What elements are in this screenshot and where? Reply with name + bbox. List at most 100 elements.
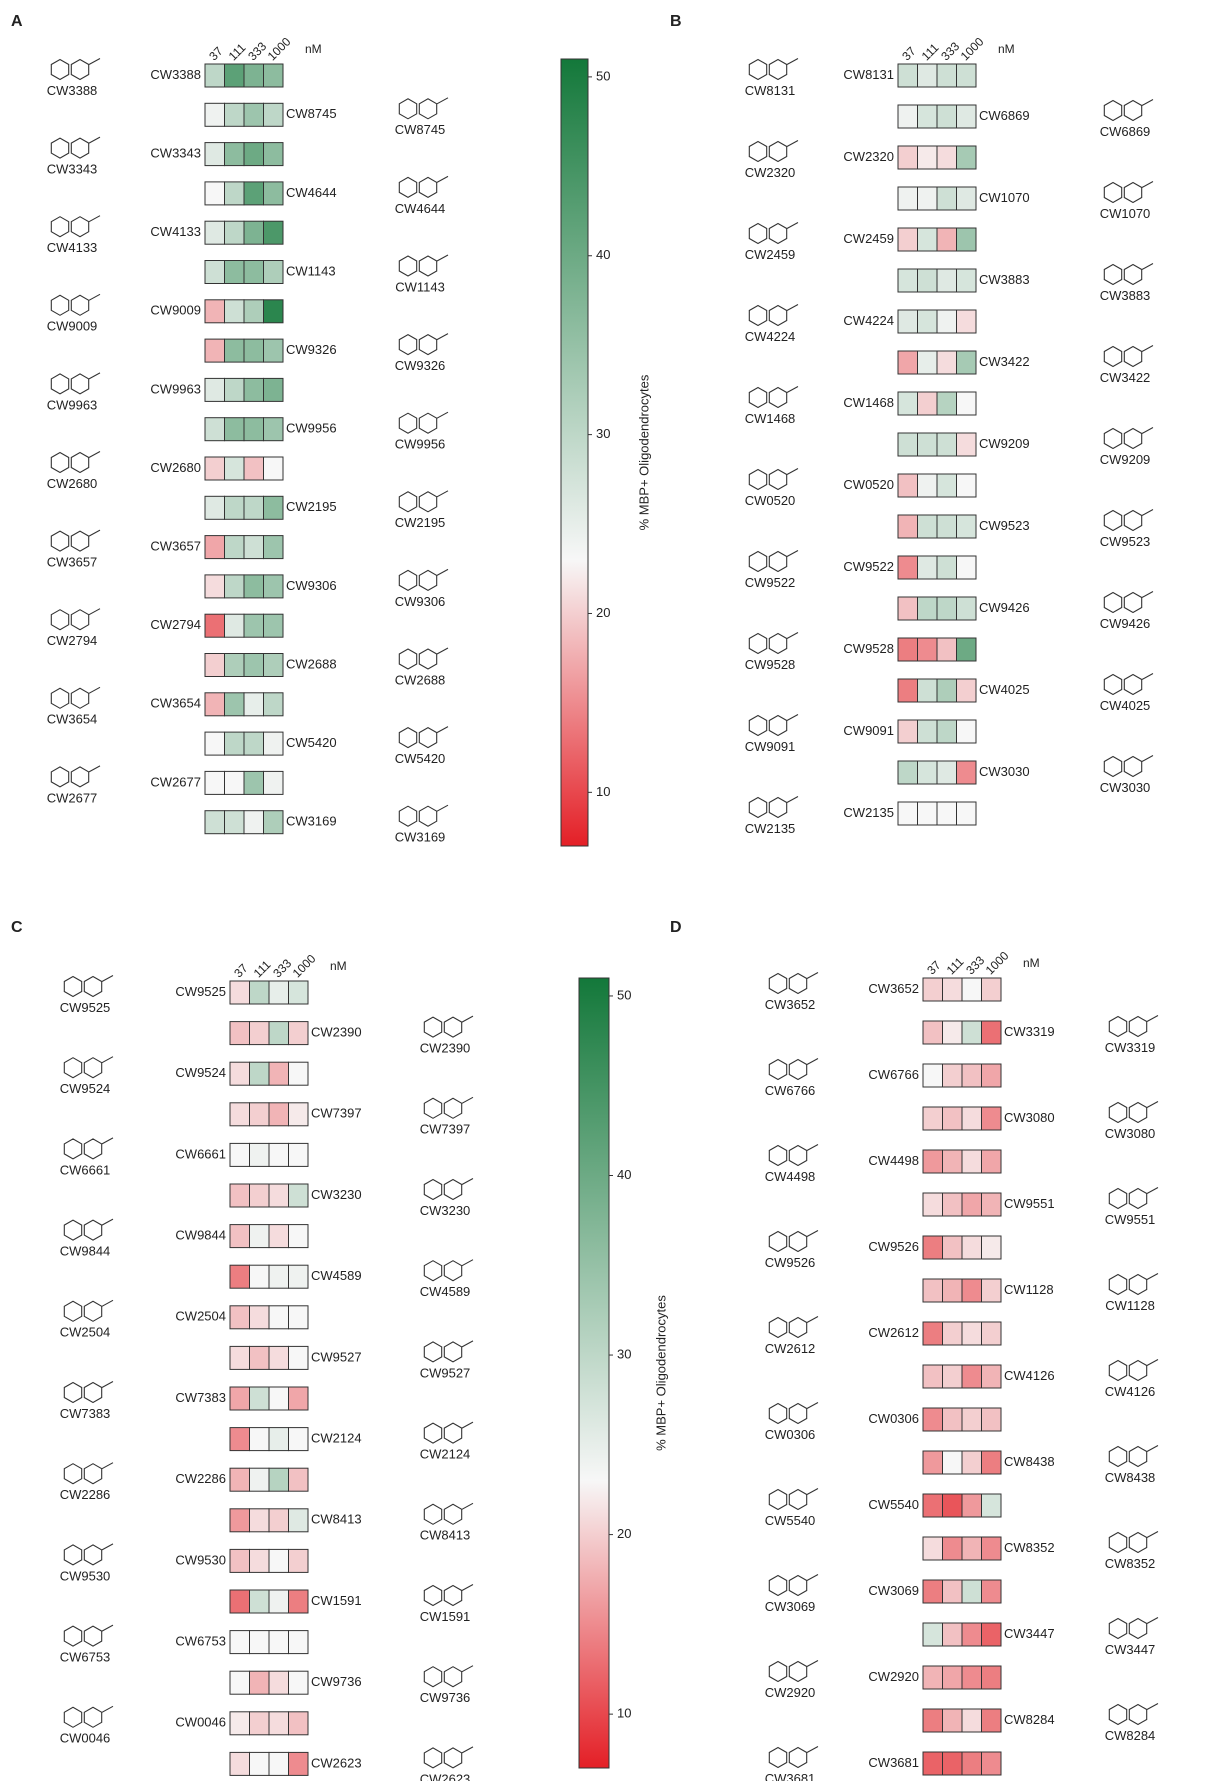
ring <box>1124 511 1141 531</box>
colorbar-tick-label: 10 <box>596 784 610 799</box>
bond <box>89 530 100 536</box>
ring <box>64 1707 81 1727</box>
colorbar-tick-label: 40 <box>596 247 610 262</box>
bond <box>1142 100 1153 106</box>
ring <box>1129 1533 1146 1553</box>
compound-caption: CW9963 <box>47 397 98 412</box>
row-label: CW5540 <box>868 1497 919 1512</box>
heatmap-cell <box>937 474 957 497</box>
heatmap-cell <box>943 1752 963 1775</box>
ring <box>1104 429 1121 449</box>
heatmap-cell <box>957 64 977 87</box>
bond <box>1142 592 1153 598</box>
heatmap-cell <box>937 556 957 579</box>
ring <box>444 1098 461 1118</box>
heatmap-cell <box>250 1590 270 1613</box>
heatmap-cell <box>898 679 918 702</box>
compound-caption: CW8413 <box>420 1528 471 1543</box>
ring <box>51 374 68 394</box>
heatmap-cell <box>957 310 977 333</box>
heatmap-cell <box>225 339 245 362</box>
ring <box>424 1748 441 1768</box>
heatmap-cell <box>943 1193 963 1216</box>
structure-drawing <box>51 294 100 315</box>
compound-caption: CW3388 <box>47 83 98 98</box>
compound-caption: CW3681 <box>765 1771 816 1781</box>
structure-drawing <box>769 1747 818 1768</box>
ring <box>71 453 88 473</box>
structure-drawing <box>64 1706 113 1727</box>
ring <box>749 60 766 80</box>
structure-drawing <box>1109 1274 1158 1295</box>
heatmap-cell <box>205 221 225 244</box>
heatmap-cell <box>269 1103 289 1126</box>
ring <box>51 217 68 237</box>
structure-drawing <box>749 141 798 162</box>
structure-drawing <box>1104 428 1153 449</box>
ring <box>64 1464 81 1484</box>
heatmap-cell <box>244 654 264 677</box>
heatmap-cell <box>898 392 918 415</box>
heatmap-cell <box>225 457 245 480</box>
bond <box>437 727 448 733</box>
row-label: CW3447 <box>1004 1626 1055 1641</box>
heatmap-cell <box>918 269 938 292</box>
ring <box>444 1748 461 1768</box>
heatmap-cell <box>898 269 918 292</box>
heatmap-cell <box>244 496 264 519</box>
heatmap-cell <box>225 654 245 677</box>
heatmap-cell <box>264 575 284 598</box>
compound-caption: CW3169 <box>395 830 446 845</box>
heatmap-cell <box>937 351 957 374</box>
compound-caption: CW8284 <box>1105 1728 1156 1743</box>
heatmap-cell <box>289 1509 309 1532</box>
row-label: CW2124 <box>311 1431 362 1446</box>
heatmap-cell <box>264 418 284 441</box>
compound-caption: CW3080 <box>1105 1126 1156 1141</box>
row-label: CW3230 <box>311 1187 362 1202</box>
structure-drawing <box>769 1059 818 1080</box>
bond <box>807 1317 818 1323</box>
bond <box>787 797 798 803</box>
compound-caption: CW6753 <box>60 1650 111 1665</box>
structure-drawing <box>1109 1618 1158 1639</box>
row-label: CW0046 <box>175 1715 226 1730</box>
ring <box>424 1504 441 1524</box>
heatmap-cell <box>230 1590 250 1613</box>
row-label: CW3343 <box>150 146 201 161</box>
row-label: CW1070 <box>979 190 1030 205</box>
compound-caption: CW0046 <box>60 1731 111 1746</box>
heatmap-cell <box>250 1022 270 1045</box>
ring <box>1104 675 1121 695</box>
compound-caption: CW9527 <box>420 1365 471 1380</box>
compound-caption: CW2680 <box>47 476 98 491</box>
heatmap-cell <box>289 1631 309 1654</box>
row-label: CW3657 <box>150 539 201 554</box>
ring <box>1124 593 1141 613</box>
heatmap-cell <box>962 1064 982 1087</box>
ring <box>769 552 786 572</box>
bond <box>1147 1446 1158 1452</box>
heatmap-cell <box>264 378 284 401</box>
heatmap-cell <box>250 1428 270 1451</box>
ring <box>444 1180 461 1200</box>
ring <box>444 1504 461 1524</box>
colorbar-tick-label: 10 <box>617 1706 631 1721</box>
structure-drawing <box>769 1489 818 1510</box>
heatmap-cell <box>225 732 245 755</box>
ring <box>419 570 436 590</box>
structure-drawing <box>399 255 448 276</box>
heatmap-cell <box>943 1064 963 1087</box>
heatmap-cell <box>943 1451 963 1474</box>
structure-drawing <box>1104 592 1153 613</box>
heatmap-cell <box>250 981 270 1004</box>
ring <box>769 1576 786 1596</box>
heatmap-cell <box>269 1712 289 1735</box>
heatmap-cell <box>957 761 977 784</box>
heatmap-cell <box>250 1306 270 1329</box>
heatmap-cell <box>957 638 977 661</box>
heatmap-cell <box>230 1671 250 1694</box>
compound-caption: CW2623 <box>420 1771 471 1781</box>
structure-drawing <box>424 1341 473 1362</box>
heatmap-cell <box>264 732 284 755</box>
